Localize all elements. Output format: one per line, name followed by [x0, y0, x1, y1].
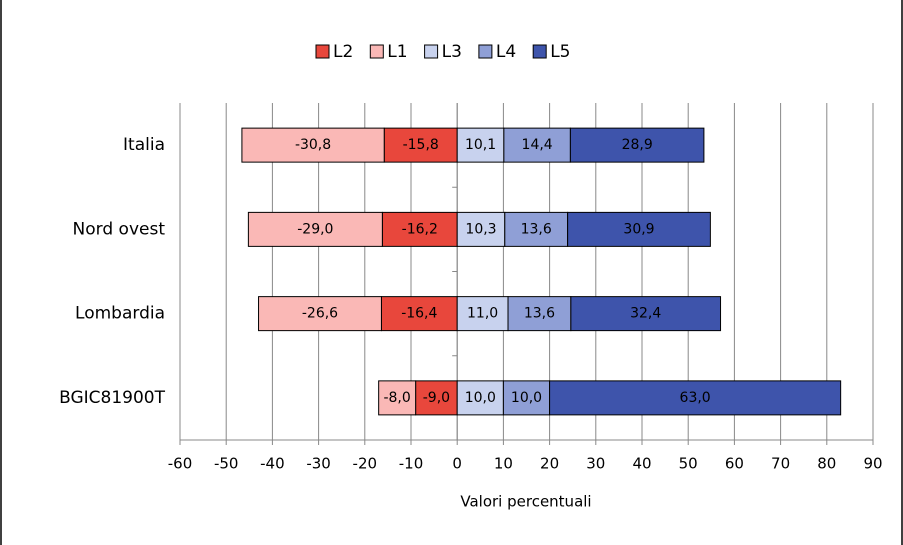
data-label: 28,9 [622, 137, 653, 153]
legend-label: L2 [333, 42, 353, 62]
y-tick-label: Italia [123, 135, 165, 155]
x-tick-label: -20 [353, 455, 378, 473]
x-tick-label: 70 [771, 455, 790, 473]
data-label: -30,8 [295, 137, 331, 153]
bar [570, 296, 722, 332]
data-label: 11,0 [467, 306, 498, 322]
x-tick-label: 50 [679, 455, 698, 473]
bar [383, 127, 458, 163]
bar [378, 380, 417, 416]
legend-swatch [478, 44, 493, 59]
x-tick-label: -30 [306, 455, 331, 473]
y-tick-label: Lombardia [75, 304, 165, 324]
data-label: 10,0 [465, 390, 496, 406]
legend-swatch [369, 44, 384, 59]
data-label: -26,6 [302, 306, 338, 322]
legend-swatch [532, 44, 547, 59]
bar [567, 211, 711, 247]
data-label: 14,4 [522, 137, 553, 153]
bar [569, 127, 705, 163]
legend-swatch [424, 44, 439, 59]
x-tick-label: 80 [817, 455, 836, 473]
x-axis-label: Valori percentuali [460, 493, 591, 511]
x-tick-label: 20 [540, 455, 559, 473]
legend-label: L4 [496, 42, 516, 62]
x-tick-label: -50 [214, 455, 239, 473]
data-label: -9,0 [423, 390, 450, 406]
x-tick-label: -60 [168, 455, 193, 473]
x-tick-label: 90 [863, 455, 882, 473]
data-label: 30,9 [623, 221, 654, 237]
legend-label: L1 [387, 42, 407, 62]
bar [247, 211, 383, 247]
x-tick-label: 60 [725, 455, 744, 473]
data-label: 10,0 [511, 390, 542, 406]
data-label: -8,0 [383, 390, 410, 406]
bar [502, 380, 551, 416]
x-tick-label: -10 [399, 455, 424, 473]
x-tick-label: -40 [260, 455, 285, 473]
data-label: -29,0 [297, 221, 333, 237]
x-tick-label: 10 [494, 455, 513, 473]
x-tick-label: 0 [452, 455, 462, 473]
bar [549, 380, 842, 416]
data-label: 10,1 [465, 137, 496, 153]
bar [503, 127, 571, 163]
bar [415, 380, 458, 416]
data-label: -16,4 [401, 306, 437, 322]
legend-label: L5 [550, 42, 570, 62]
y-tick-label: Nord ovest [73, 219, 166, 239]
data-label: 13,6 [521, 221, 552, 237]
bar [381, 211, 458, 247]
data-label: -16,2 [402, 221, 438, 237]
bar [456, 127, 505, 163]
data-label: 63,0 [680, 390, 711, 406]
legend-swatch [315, 44, 330, 59]
data-label: 10,3 [465, 221, 496, 237]
data-label: -15,8 [403, 137, 439, 153]
bar [258, 296, 382, 332]
x-tick-label: 30 [586, 455, 605, 473]
bar [504, 211, 569, 247]
y-tick-label: BGIC81900T [59, 388, 166, 408]
legend-label: L3 [442, 42, 462, 62]
data-label: 13,6 [524, 306, 555, 322]
bar [456, 380, 504, 416]
data-label: 32,4 [630, 306, 661, 322]
bar [241, 127, 385, 163]
x-tick-label: 40 [632, 455, 651, 473]
